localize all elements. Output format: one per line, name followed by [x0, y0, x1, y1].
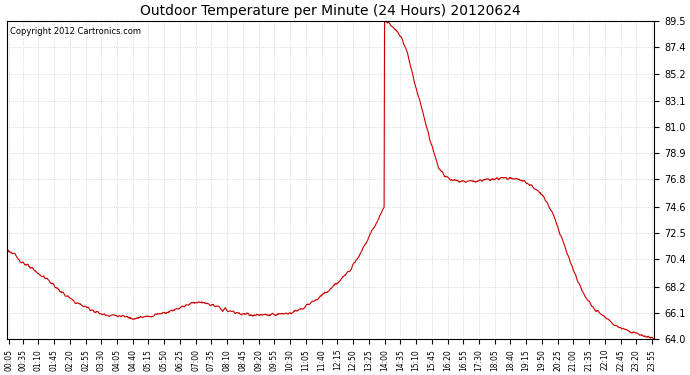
Text: Copyright 2012 Cartronics.com: Copyright 2012 Cartronics.com [10, 27, 141, 36]
Title: Outdoor Temperature per Minute (24 Hours) 20120624: Outdoor Temperature per Minute (24 Hours… [140, 4, 521, 18]
